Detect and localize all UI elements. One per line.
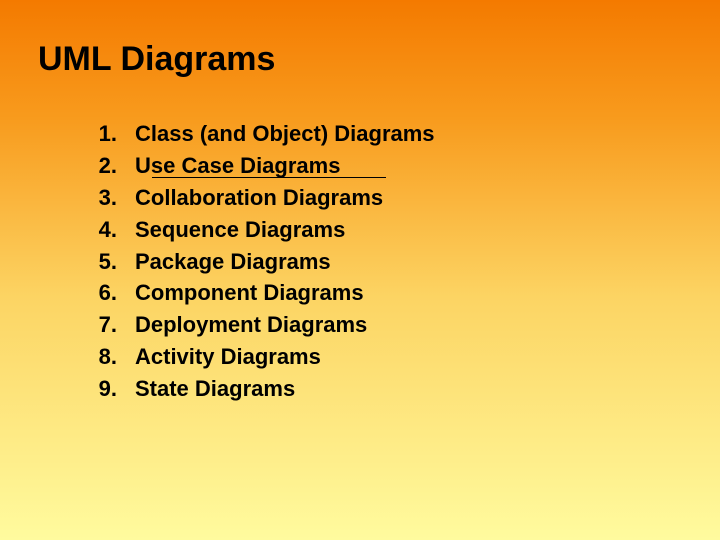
list-text: Class (and Object) Diagrams: [135, 118, 435, 150]
title-underline-accent: [152, 177, 386, 178]
list-number: 8.: [95, 341, 135, 373]
list-item: 8. Activity Diagrams: [95, 341, 435, 373]
list-number: 2.: [95, 150, 135, 182]
list-number: 9.: [95, 373, 135, 405]
list-number: 5.: [95, 246, 135, 278]
list-number: 3.: [95, 182, 135, 214]
list-item: 1. Class (and Object) Diagrams: [95, 118, 435, 150]
list-text: Sequence Diagrams: [135, 214, 435, 246]
list-item: 5. Package Diagrams: [95, 246, 435, 278]
list-number: 7.: [95, 309, 135, 341]
list-number: 4.: [95, 214, 135, 246]
list-text: Activity Diagrams: [135, 341, 435, 373]
list-number: 6.: [95, 277, 135, 309]
list-text: Package Diagrams: [135, 246, 435, 278]
list-number: 1.: [95, 118, 135, 150]
list-item: 7. Deployment Diagrams: [95, 309, 435, 341]
list-text: Component Diagrams: [135, 277, 435, 309]
list-text: Deployment Diagrams: [135, 309, 435, 341]
list-item: 4. Sequence Diagrams: [95, 214, 435, 246]
list-text: Collaboration Diagrams: [135, 182, 435, 214]
list-item: 3. Collaboration Diagrams: [95, 182, 435, 214]
slide: UML Diagrams 1. Class (and Object) Diagr…: [0, 0, 720, 540]
list-item: 9. State Diagrams: [95, 373, 435, 405]
list-text: State Diagrams: [135, 373, 435, 405]
list-item: 6. Component Diagrams: [95, 277, 435, 309]
diagram-list: 1. Class (and Object) Diagrams 2. Use Ca…: [95, 118, 435, 405]
slide-title: UML Diagrams: [38, 40, 275, 79]
